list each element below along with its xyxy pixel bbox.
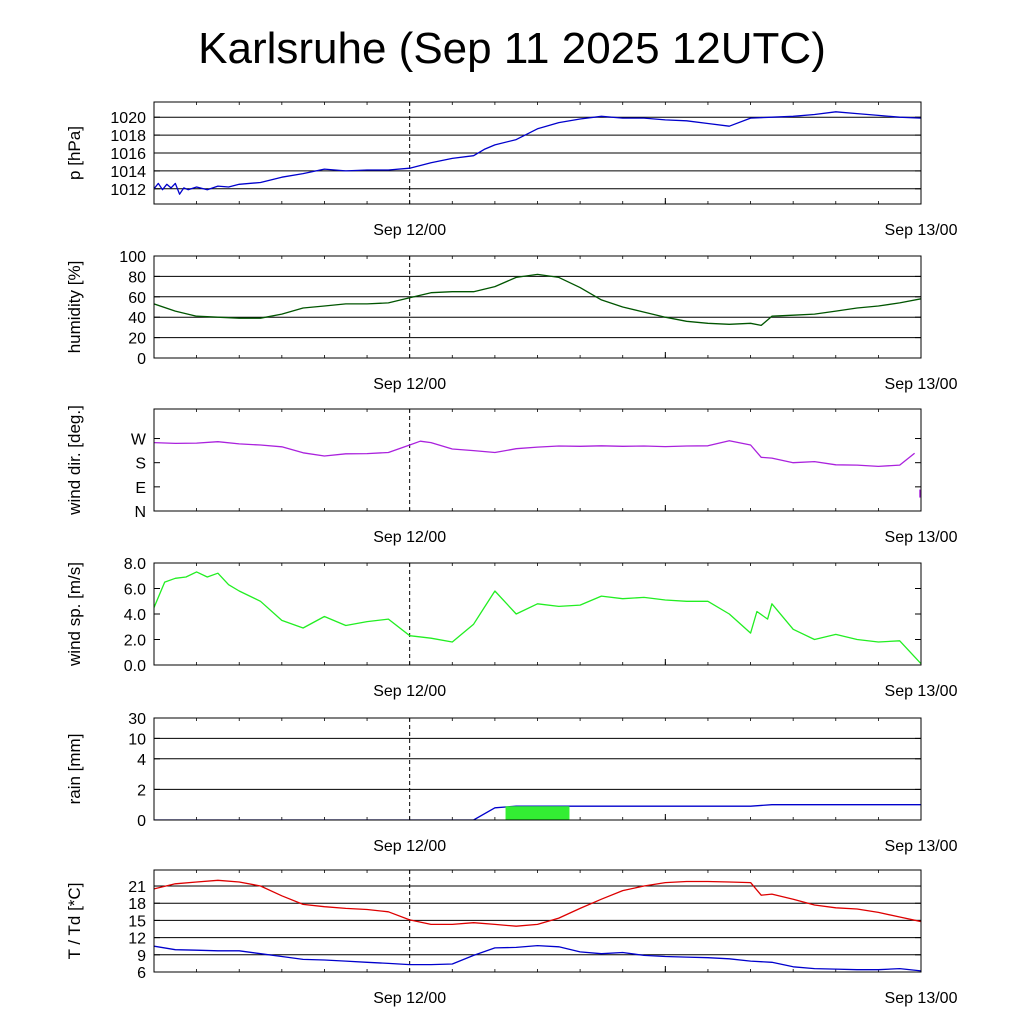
x-tick-label: Sep 12/00 xyxy=(373,838,446,855)
y-axis-label: wind sp. [m/s] xyxy=(65,562,84,667)
rain-bar xyxy=(505,806,570,820)
y-tick-label: W xyxy=(131,432,147,449)
series-line-temperature-Td xyxy=(154,944,921,972)
plot-area xyxy=(154,273,921,327)
series-line-humidity xyxy=(154,273,921,327)
panel-frame xyxy=(153,717,922,821)
y-tick-label: 4.0 xyxy=(124,607,146,624)
x-tick-label: Sep 13/00 xyxy=(885,838,958,855)
y-tick-label: 1020 xyxy=(110,110,146,127)
panel-frame xyxy=(153,408,922,512)
x-tick-label: Sep 13/00 xyxy=(885,222,958,239)
y-tick-label: 2.0 xyxy=(124,633,146,650)
y-axis-label: rain [mm] xyxy=(65,734,84,805)
y-tick-label: 21 xyxy=(128,879,146,896)
plot-area xyxy=(154,879,921,972)
y-tick-label: 9 xyxy=(137,948,146,965)
y-tick-label: 30 xyxy=(128,711,146,728)
y-tick-label: 4 xyxy=(137,752,146,769)
plot-area xyxy=(154,440,921,498)
y-tick-label: 10 xyxy=(128,731,146,748)
y-tick-label: 1012 xyxy=(110,182,146,199)
x-tick-label: Sep 12/00 xyxy=(373,376,446,393)
plot-area xyxy=(154,111,921,195)
y-tick-label: 12 xyxy=(128,931,146,948)
panel-frame xyxy=(153,869,922,973)
series-line-wind_speed xyxy=(154,571,921,665)
y-tick-label: 40 xyxy=(128,310,146,327)
y-tick-label: 8.0 xyxy=(124,556,146,573)
x-tick-label: Sep 12/00 xyxy=(373,683,446,700)
y-tick-label: 1016 xyxy=(110,146,146,163)
y-tick-label: E xyxy=(135,480,146,497)
series-line-temperature-T xyxy=(154,879,921,927)
x-tick-label: Sep 12/00 xyxy=(373,529,446,546)
y-tick-label: 80 xyxy=(128,269,146,286)
y-tick-label: 0 xyxy=(137,813,146,830)
x-tick-label: Sep 13/00 xyxy=(885,990,958,1007)
y-tick-label: 6 xyxy=(137,965,146,982)
x-tick-label: Sep 12/00 xyxy=(373,222,446,239)
y-tick-label: 100 xyxy=(119,249,146,266)
plot-area xyxy=(154,571,921,665)
y-tick-label: 0 xyxy=(137,351,146,368)
panel-frame xyxy=(153,101,922,205)
y-tick-label: 1018 xyxy=(110,128,146,145)
y-tick-label: 60 xyxy=(128,290,146,307)
y-tick-label: 20 xyxy=(128,331,146,348)
y-axis-label: p [hPa] xyxy=(65,126,84,180)
series-line-pressure xyxy=(154,111,921,195)
y-axis-label: wind dir. [deg.] xyxy=(65,405,84,516)
y-axis-label: T / Td [*C] xyxy=(65,883,84,960)
panel-wind_speed: 0.0 2.0 4.0 6.0 8.0 Sep 12/00 Sep 13/00 wind sp… xyxy=(65,556,958,700)
y-tick-label: 1014 xyxy=(110,164,146,181)
x-tick-label: Sep 13/00 xyxy=(885,683,958,700)
x-tick-label: Sep 13/00 xyxy=(885,376,958,393)
panel-rain: 0 2 4 10 30 Sep 12/00 Sep 13/00 rain [mm] xyxy=(65,711,958,855)
plot-area xyxy=(154,804,921,820)
series-line-wind_direction xyxy=(154,440,916,468)
panel-humidity: 0 20 40 60 80 100 Sep 12/00 Sep 13/00 humidity [… xyxy=(65,249,958,393)
y-tick-label: 6.0 xyxy=(124,582,146,599)
x-tick-label: Sep 12/00 xyxy=(373,990,446,1007)
chart-title: Karlsruhe (Sep 11 2025 12UTC) xyxy=(198,24,826,73)
panel-frame xyxy=(153,255,922,359)
y-tick-label: 18 xyxy=(128,896,146,913)
series-line-rain-accumulated xyxy=(154,804,921,820)
y-tick-label: S xyxy=(135,456,146,473)
y-tick-label: 0.0 xyxy=(124,658,146,675)
y-tick-label: N xyxy=(134,504,146,521)
panel-frame xyxy=(153,562,922,666)
y-axis-label: humidity [%] xyxy=(65,261,84,354)
y-tick-label: 2 xyxy=(137,782,146,799)
y-tick-label: 15 xyxy=(128,913,146,930)
x-tick-label: Sep 13/00 xyxy=(885,529,958,546)
